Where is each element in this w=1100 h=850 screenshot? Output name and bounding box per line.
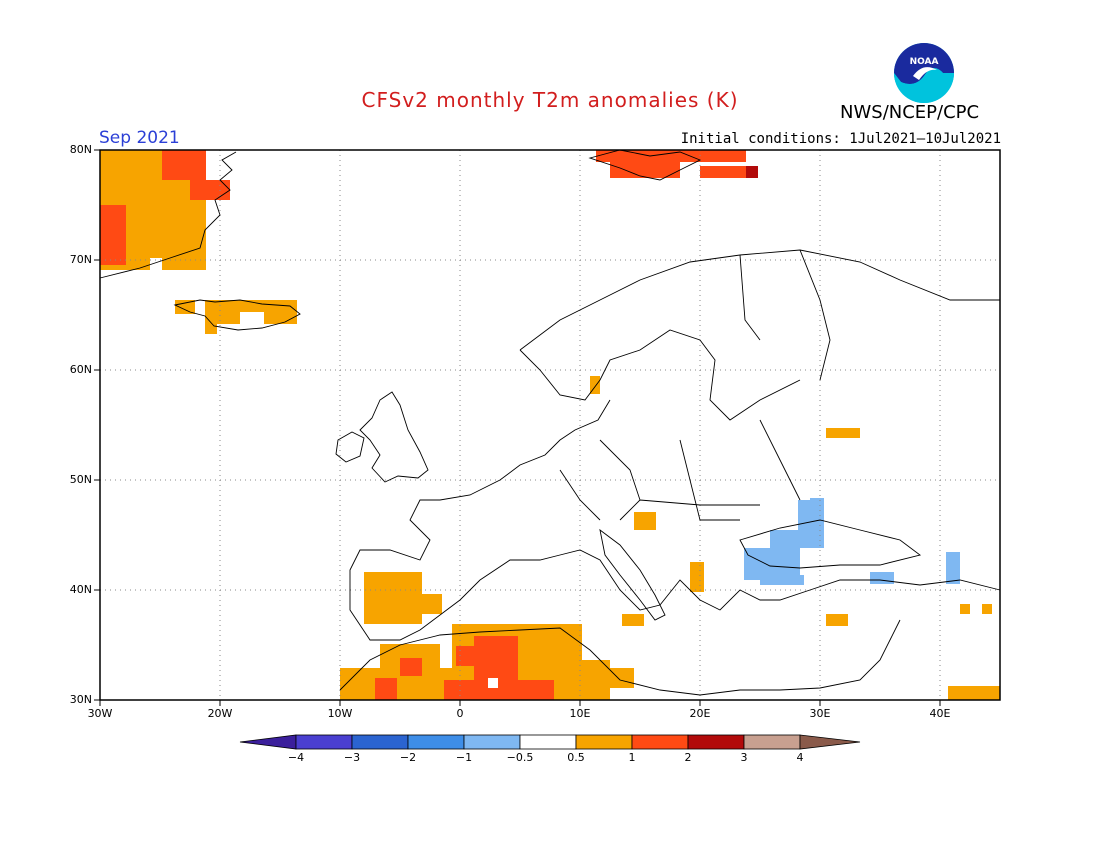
- colorbar: [239, 734, 861, 750]
- coastlines: [99, 149, 1001, 696]
- lat-label: 60N: [69, 363, 92, 376]
- anomaly-cell: [634, 512, 656, 530]
- anomaly-cell: [700, 166, 758, 178]
- anomaly-cell: [240, 312, 264, 324]
- lon-label: 20E: [689, 707, 711, 720]
- initial-conditions: Initial conditions: 1Jul2021—10Jul2021: [680, 131, 1001, 147]
- colorbar-label: 4: [796, 751, 804, 764]
- colorbar-swatch: [519, 734, 577, 750]
- colorbar-label: −4: [287, 751, 305, 764]
- colorbar-label: 3: [740, 751, 748, 764]
- colorbar-label: −3: [343, 751, 361, 764]
- anomaly-cell: [400, 658, 422, 676]
- colorbar-label: −2: [399, 751, 417, 764]
- anomaly-cell: [610, 160, 680, 178]
- colorbar-swatch: [351, 734, 409, 750]
- anomaly-cell: [420, 594, 442, 614]
- colorbar-label: −0.5: [506, 751, 534, 764]
- forecast-month: Sep 2021: [99, 128, 180, 148]
- lon-label: 30W: [87, 707, 113, 720]
- colorbar-label: 0.5: [567, 751, 585, 764]
- anomaly-cell: [870, 572, 894, 584]
- anomaly-cell: [456, 646, 476, 666]
- lon-label: 30E: [809, 707, 831, 720]
- colorbar-swatch: [631, 734, 689, 750]
- colorbar-arrow-low: [239, 734, 297, 750]
- colorbar-swatch: [463, 734, 521, 750]
- anomaly-cell: [982, 604, 992, 614]
- anomaly-cell: [205, 322, 217, 334]
- colorbar-swatch: [687, 734, 745, 750]
- anomaly-cell: [826, 428, 860, 438]
- anomaly-cell: [746, 166, 758, 178]
- map-frame: [99, 149, 1001, 701]
- anomaly-cell: [760, 575, 804, 585]
- anomaly-cell: [375, 678, 397, 700]
- anomaly-cell: [810, 498, 824, 520]
- anomaly-cells: [100, 150, 1000, 700]
- lon-label: 0: [456, 707, 464, 720]
- anomaly-cell: [946, 552, 960, 584]
- anomaly-cell: [100, 205, 126, 265]
- axis-ticks: [94, 149, 941, 706]
- anomaly-cell: [622, 614, 644, 626]
- anomaly-cell: [364, 572, 422, 624]
- anomaly-cell: [488, 678, 498, 688]
- lat-label: 30N: [69, 693, 92, 706]
- anomaly-cell: [150, 258, 162, 270]
- map-gridlines: [100, 150, 1000, 700]
- anomaly-cell: [600, 668, 634, 688]
- noaa-logo: NOAA: [894, 43, 954, 103]
- lon-label: 40E: [929, 707, 951, 720]
- anomaly-cell: [948, 686, 1000, 700]
- colorbar-label: 1: [628, 751, 636, 764]
- lon-label: 10E: [569, 707, 591, 720]
- anomaly-cell: [960, 604, 970, 614]
- lat-label: 70N: [69, 253, 92, 266]
- anomaly-cell: [190, 180, 230, 200]
- anomaly-cell: [690, 562, 704, 592]
- colorbar-swatch: [575, 734, 633, 750]
- anomaly-cell: [474, 636, 518, 680]
- lat-label: 40N: [69, 583, 92, 596]
- anomaly-cell: [744, 548, 774, 580]
- logo-text: NOAA: [910, 57, 939, 67]
- anomaly-cell: [175, 300, 195, 314]
- lat-label: 80N: [69, 143, 92, 156]
- lon-label: 10W: [327, 707, 353, 720]
- colorbar-arrow-high: [799, 734, 861, 750]
- anomaly-cell: [590, 376, 600, 394]
- colorbar-label: 2: [684, 751, 692, 764]
- lat-label: 50N: [69, 473, 92, 486]
- anomaly-cell: [826, 614, 848, 626]
- colorbar-swatch: [295, 734, 353, 750]
- anomaly-cell: [770, 530, 800, 580]
- colorbar-swatch: [407, 734, 465, 750]
- colorbar-label: −1: [455, 751, 473, 764]
- lon-label: 20W: [207, 707, 233, 720]
- colorbar-swatch: [743, 734, 801, 750]
- chart-title: CFSv2 monthly T2m anomalies (K): [361, 88, 739, 112]
- agency-label: NWS/NCEP/CPC: [840, 102, 980, 123]
- anomaly-cell: [162, 150, 206, 180]
- anomaly-cell: [444, 680, 554, 700]
